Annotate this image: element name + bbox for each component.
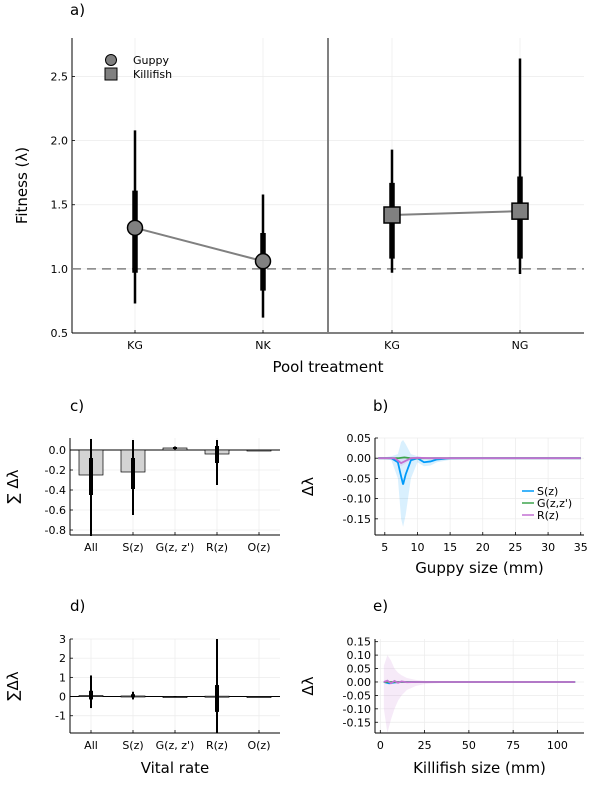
legend-label: Killifish	[133, 68, 172, 81]
x-tick-label: 50	[462, 739, 476, 752]
y-tick-label: -0.15	[343, 716, 371, 729]
y-tick-label: 0.05	[347, 663, 372, 676]
x-tick-label: 75	[506, 739, 520, 752]
panel-c: 0.0 -0.2 -0.4 -0.6 -0.8 All S(z) G(z, z') R(z) O(…	[4, 397, 280, 554]
y-tick-label: 0.05	[347, 432, 372, 445]
panel-b: 0.05 0.00 -0.05 -0.10 -0.15 5 10 15 20 25 30 35 S(z)…	[299, 397, 588, 577]
y-tick-label: 2.5	[51, 70, 69, 83]
x-tick-label: G(z, z')	[156, 739, 195, 752]
y-tick-label: -1	[55, 710, 66, 723]
y-tick-label: 0.00	[347, 676, 372, 689]
y-tick-label: 1.0	[51, 263, 69, 276]
y-axis-label: ∑ Δλ	[4, 469, 22, 503]
x-tick-label: 10	[410, 541, 424, 554]
y-tick-label: 1	[59, 671, 66, 684]
point-marker-killifish	[383, 206, 401, 224]
x-tick-label: KG	[384, 339, 400, 352]
series-connector	[391, 210, 521, 216]
y-tick-label: 1.5	[51, 199, 69, 212]
x-tick-label: R(z)	[206, 541, 228, 554]
y-tick-label: -0.05	[343, 472, 371, 485]
y-tick-label: 0.10	[347, 649, 372, 662]
legend-marker-killifish	[104, 67, 118, 81]
y-tick-label: -0.8	[45, 524, 66, 537]
x-axis-label: Killifish size (mm)	[413, 759, 546, 777]
series-connector	[134, 226, 264, 263]
x-tick-label: G(z, z')	[156, 541, 195, 554]
y-tick-label: -0.15	[343, 513, 371, 526]
x-tick-label: All	[84, 541, 98, 554]
panel-tag: c)	[70, 397, 84, 415]
x-tick-label: 5	[381, 541, 388, 554]
panel-tag: e)	[373, 597, 388, 615]
panel-tag: a)	[70, 1, 85, 19]
legend-label: Guppy	[133, 54, 169, 67]
y-tick-label: 0.0	[49, 444, 67, 457]
panel-tag: d)	[70, 597, 85, 615]
legend-label: S(z)	[537, 485, 558, 498]
point-marker-guppy	[126, 219, 144, 237]
y-tick-label: -0.4	[45, 484, 66, 497]
panel-d: 3 2 1 0 -1 All S(z) G(z, z') R(z) O(z) d) Vital rat…	[4, 597, 280, 777]
legend-label: G(z,z')	[537, 497, 572, 510]
y-tick-label: -0.10	[343, 703, 371, 716]
y-axis-label: Fitness (λ)	[13, 147, 31, 224]
legend-label: R(z)	[537, 509, 559, 522]
uncertainty-band	[383, 655, 576, 733]
x-tick-label: O(z)	[247, 739, 270, 752]
x-tick-label: 20	[476, 541, 490, 554]
x-axis-label: Pool treatment	[272, 358, 383, 376]
x-tick-label: 25	[418, 739, 432, 752]
legend-marker-guppy	[105, 54, 117, 66]
y-tick-label: 0.15	[347, 636, 372, 649]
y-tick-label: 2	[59, 652, 66, 665]
x-tick-label: O(z)	[247, 541, 270, 554]
x-axis-label: Vital rate	[141, 759, 210, 777]
y-tick-label: -0.10	[343, 493, 371, 506]
x-tick-label: S(z)	[122, 541, 143, 554]
y-tick-label: -0.05	[343, 689, 371, 702]
bar	[246, 449, 272, 452]
y-tick-label: 0	[59, 691, 66, 704]
y-tick-label: 3	[59, 633, 66, 646]
x-tick-label: All	[84, 739, 98, 752]
x-tick-label: NK	[255, 339, 271, 352]
y-tick-label: 0.5	[51, 327, 69, 340]
panel-e: 0.150.100.050.00-0.05-0.10-0.15 0 25 50 75 10…	[299, 597, 584, 777]
y-tick-label: 2.0	[51, 135, 69, 148]
point-marker-guppy	[254, 252, 272, 270]
x-tick-label: NG	[512, 339, 529, 352]
point-marker-killifish	[511, 202, 529, 220]
x-tick-label: 100	[547, 739, 568, 752]
y-tick-label: -0.6	[45, 504, 66, 517]
y-axis-label: Δλ	[299, 477, 317, 496]
x-tick-label: KG	[127, 339, 143, 352]
y-axis-label: ∑Δλ	[4, 671, 22, 700]
panel-tag: b)	[373, 397, 388, 415]
x-tick-label: S(z)	[122, 739, 143, 752]
x-tick-label: 0	[377, 739, 384, 752]
x-tick-label: 30	[541, 541, 555, 554]
x-tick-label: 25	[508, 541, 522, 554]
series-line	[383, 679, 576, 685]
y-tick-label: 0.00	[347, 452, 372, 465]
x-tick-label: 15	[443, 541, 457, 554]
x-tick-label: R(z)	[206, 739, 228, 752]
y-axis-label: Δλ	[299, 676, 317, 695]
bar	[246, 696, 272, 698]
x-axis-label: Guppy size (mm)	[415, 559, 544, 577]
y-tick-label: -0.2	[45, 464, 66, 477]
series-line	[378, 456, 581, 465]
x-tick-label: 35	[574, 541, 588, 554]
